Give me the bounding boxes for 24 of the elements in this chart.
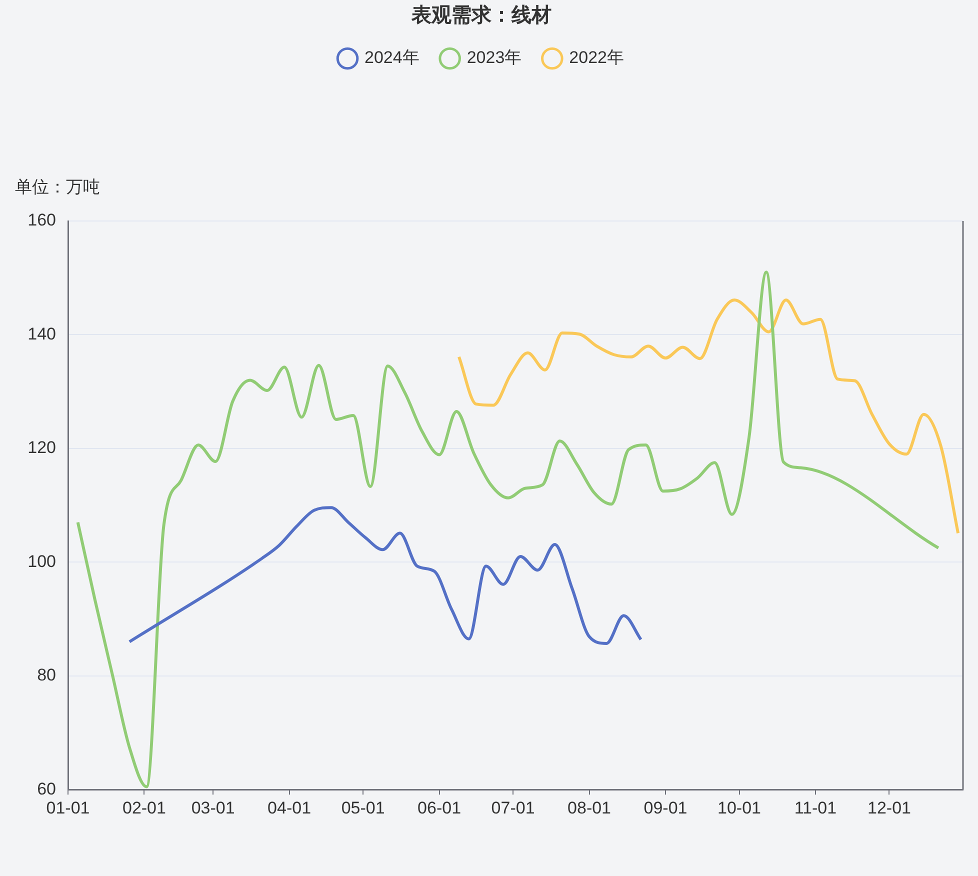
- line-series: [457, 298, 960, 535]
- x-tick-label: 07-01: [491, 798, 535, 818]
- x-tick-label: 10-01: [718, 798, 761, 818]
- y-tick-label: 140: [28, 324, 56, 344]
- x-tick-label: 02-01: [122, 798, 166, 818]
- x-tick-label: 03-01: [191, 798, 235, 818]
- legend-label: 2022年: [569, 48, 624, 68]
- legend-label: 2023年: [466, 48, 522, 68]
- x-tick-label: 06-01: [418, 798, 462, 818]
- y-tick-label: 60: [37, 779, 56, 798]
- x-tick-label: 12-01: [867, 798, 911, 818]
- x-tick-label: 04-01: [268, 798, 312, 818]
- x-tick-label: 09-01: [644, 798, 688, 818]
- y-tick-label: 120: [28, 438, 56, 458]
- legend-label: 2024年: [364, 48, 420, 68]
- x-tick-label: 05-01: [341, 798, 385, 818]
- y-tick-label: 80: [37, 666, 56, 685]
- x-tick-label: 11-01: [794, 798, 837, 818]
- chart-title: 表观需求：线材: [410, 4, 552, 27]
- x-tick-label: 08-01: [568, 798, 612, 818]
- x-tick-label: 01-01: [46, 798, 90, 818]
- y-tick-label: 100: [28, 552, 56, 571]
- y-axis-title: 单位：万吨: [15, 178, 100, 197]
- y-tick-label: 160: [28, 210, 56, 230]
